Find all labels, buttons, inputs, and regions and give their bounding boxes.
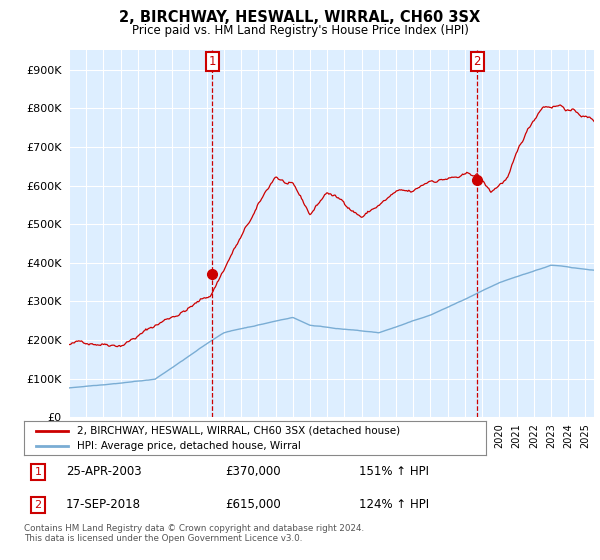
Text: 124% ↑ HPI: 124% ↑ HPI <box>359 498 429 511</box>
Text: Price paid vs. HM Land Registry's House Price Index (HPI): Price paid vs. HM Land Registry's House … <box>131 24 469 36</box>
Text: 25-APR-2003: 25-APR-2003 <box>66 465 142 478</box>
Text: 2, BIRCHWAY, HESWALL, WIRRAL, CH60 3SX (detached house): 2, BIRCHWAY, HESWALL, WIRRAL, CH60 3SX (… <box>77 426 400 436</box>
Text: 1: 1 <box>208 55 216 68</box>
Text: 2: 2 <box>473 55 481 68</box>
Text: 1: 1 <box>34 466 41 477</box>
Text: HPI: Average price, detached house, Wirral: HPI: Average price, detached house, Wirr… <box>77 441 301 451</box>
Text: £615,000: £615,000 <box>225 498 281 511</box>
Text: 2, BIRCHWAY, HESWALL, WIRRAL, CH60 3SX: 2, BIRCHWAY, HESWALL, WIRRAL, CH60 3SX <box>119 10 481 25</box>
Text: £370,000: £370,000 <box>225 465 281 478</box>
Text: 151% ↑ HPI: 151% ↑ HPI <box>359 465 429 478</box>
Text: 2: 2 <box>34 500 41 510</box>
Text: 17-SEP-2018: 17-SEP-2018 <box>66 498 141 511</box>
Text: Contains HM Land Registry data © Crown copyright and database right 2024.
This d: Contains HM Land Registry data © Crown c… <box>24 524 364 543</box>
